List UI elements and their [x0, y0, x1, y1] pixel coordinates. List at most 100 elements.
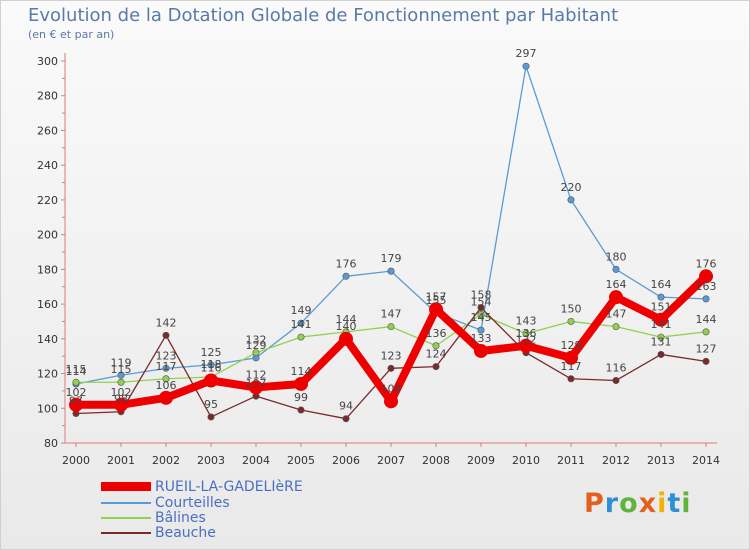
y-tick-label: 160 [37, 298, 58, 311]
y-tick-label: 140 [37, 333, 58, 346]
data-point [387, 267, 395, 275]
data-point [162, 331, 170, 339]
x-tick-label: 2000 [62, 454, 90, 467]
data-label: 158 [471, 289, 492, 302]
y-tick-label: 280 [37, 90, 58, 103]
data-point [657, 350, 665, 358]
data-point [207, 413, 215, 421]
data-label: 220 [561, 181, 582, 194]
data-point [657, 293, 665, 301]
data-point [612, 323, 620, 331]
x-tick-label: 2011 [557, 454, 585, 467]
data-label: 104 [381, 382, 402, 395]
x-tick-label: 2003 [197, 454, 225, 467]
data-label: 179 [381, 252, 402, 265]
x-tick-label: 2007 [377, 454, 405, 467]
data-point [249, 380, 263, 395]
data-label: 297 [516, 47, 537, 60]
data-point [609, 290, 623, 305]
data-point [114, 397, 128, 412]
legend-swatch [101, 501, 151, 504]
data-label: 155 [426, 294, 447, 307]
data-point [564, 350, 578, 365]
data-point [522, 62, 530, 70]
data-label: 94 [339, 400, 353, 413]
data-label: 133 [471, 332, 492, 345]
data-label: 115 [111, 363, 132, 376]
data-point [297, 406, 305, 414]
data-label: 117 [156, 360, 177, 373]
data-label: 147 [606, 308, 627, 321]
data-point [162, 375, 170, 383]
data-label: 150 [561, 302, 582, 315]
data-point [477, 304, 485, 312]
chart-title: Evolution de la Dotation Globale de Fonc… [28, 5, 619, 26]
data-point [387, 364, 395, 372]
y-tick-label: 300 [37, 55, 58, 68]
x-tick-label: 2005 [287, 454, 315, 467]
data-label: 154 [471, 296, 492, 309]
data-point [384, 394, 398, 409]
data-point [207, 361, 215, 369]
y-tick-label: 180 [37, 263, 58, 276]
data-label: 141 [651, 318, 672, 331]
data-label: 180 [606, 250, 627, 263]
data-label: 114 [66, 365, 87, 378]
data-label: 107 [246, 377, 267, 390]
data-point [432, 363, 440, 371]
data-label: 176 [696, 257, 717, 270]
x-tick-label: 2012 [602, 454, 630, 467]
data-label: 119 [111, 356, 132, 369]
data-point [162, 364, 170, 372]
data-point [657, 333, 665, 341]
data-label: 115 [66, 363, 87, 376]
data-label: 149 [291, 304, 312, 317]
data-point [294, 376, 308, 391]
data-point [204, 373, 218, 388]
data-point [252, 349, 260, 357]
data-point [567, 196, 575, 204]
data-point [702, 328, 710, 336]
data-label: 136 [426, 327, 447, 340]
data-point [297, 333, 305, 341]
y-tick-label: 80 [44, 437, 58, 450]
data-point [117, 378, 125, 386]
data-point [567, 375, 575, 383]
x-tick-label: 2001 [107, 454, 135, 467]
data-label: 141 [291, 318, 312, 331]
y-tick-label: 120 [37, 368, 58, 381]
y-tick-label: 260 [37, 124, 58, 137]
x-tick-label: 2010 [512, 454, 540, 467]
y-tick-label: 200 [37, 229, 58, 242]
legend-item: Bâlines [101, 510, 206, 526]
x-tick-label: 2006 [332, 454, 360, 467]
legend-item: Beauche [101, 525, 216, 541]
data-label: 131 [651, 335, 672, 348]
data-point [159, 390, 173, 405]
data-point [522, 330, 530, 338]
data-label: 114 [291, 365, 312, 378]
data-point [702, 295, 710, 303]
data-point [432, 342, 440, 350]
proxiti-logo: Proxiti [584, 488, 692, 519]
x-tick-label: 2009 [467, 454, 495, 467]
data-point [69, 397, 83, 412]
data-label: 164 [606, 278, 627, 291]
data-point [702, 357, 710, 365]
data-label: 118 [201, 358, 222, 371]
data-label: 124 [426, 348, 447, 361]
data-label: 176 [336, 257, 357, 270]
legend-swatch [101, 482, 151, 491]
data-label: 151 [651, 301, 672, 314]
data-label: 106 [156, 379, 177, 392]
data-label: 142 [156, 316, 177, 329]
data-label: 136 [516, 327, 537, 340]
data-label: 102 [111, 386, 132, 399]
data-label: 129 [561, 339, 582, 352]
data-point [117, 371, 125, 379]
data-label: 143 [516, 315, 537, 328]
x-tick-label: 2013 [647, 454, 675, 467]
data-label: 97 [69, 394, 83, 407]
data-label: 129 [246, 339, 267, 352]
